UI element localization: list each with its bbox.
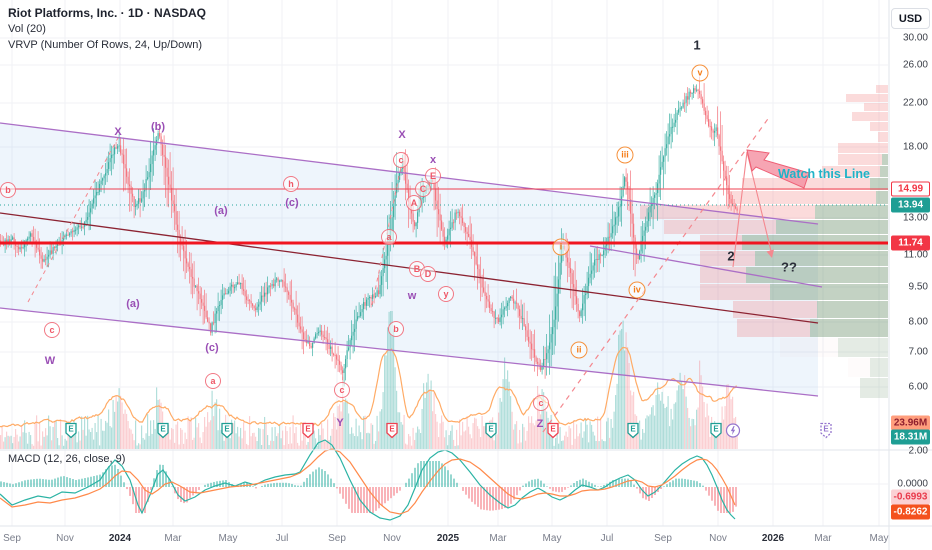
time-tick-label: 2024 [108, 533, 132, 544]
price-badge: 13.94 [891, 197, 930, 213]
price-badge: -0.6993 [891, 489, 930, 505]
price-tick-label: 2.00 [908, 445, 928, 457]
time-tick-label: Sep [654, 533, 672, 544]
time-tick-label: Sep [328, 533, 346, 544]
price-badge: 11.74 [891, 235, 930, 251]
price-tick-label: 6.00 [908, 381, 928, 393]
trend-channel-fill[interactable] [0, 123, 818, 396]
price-tick-label: 11.00 [903, 249, 928, 261]
price-badge: 18.31M [891, 429, 930, 445]
price-axis[interactable]: 30.00 26.00 22.00 18.00 13.00 11.00 9.50 8.00 7.… [890, 0, 932, 526]
currency-button[interactable]: USD [891, 8, 930, 29]
price-tick-label: 18.00 [902, 141, 928, 153]
time-tick-label: Jul [275, 533, 289, 544]
time-tick-label: Jul [600, 533, 614, 544]
time-axis[interactable]: Sep Nov 2024 Mar May Jul Sep Nov 2025 Mar May Jul Se… [0, 527, 932, 550]
price-tick-label: 22.00 [902, 97, 928, 109]
macd-histogram [0, 461, 737, 513]
price-badge: -0.8262 [891, 504, 930, 520]
price-badge: 23.96M [891, 415, 930, 431]
price-tick-label: 13.00 [902, 212, 928, 224]
symbol-title[interactable]: Riot Platforms, Inc. · 1D · NASDAQ [8, 6, 207, 20]
indicator-vrvp[interactable]: VRVP (Number Of Rows, 24, Up/Down) [8, 39, 202, 51]
time-tick-label: May [542, 533, 562, 544]
macd-signal-line [0, 448, 736, 515]
price-tick-label: 30.00 [902, 32, 928, 44]
time-tick-label: 2025 [436, 533, 460, 544]
macd-line [0, 439, 736, 521]
indicator-volume[interactable]: Vol (20) [8, 23, 46, 35]
price-tick-label: 8.00 [908, 316, 928, 328]
legend: Riot Platforms, Inc. · 1D · NASDAQ Vol (… [8, 5, 206, 53]
price-badge: 14.99 [891, 181, 930, 197]
time-tick-label: Mar [814, 533, 832, 544]
time-tick-label: Sep [3, 533, 21, 544]
price-tick-label: 9.50 [908, 281, 928, 293]
time-tick-label: Mar [489, 533, 507, 544]
time-tick-label: 2026 [761, 533, 785, 544]
time-tick-label: Nov [383, 533, 401, 544]
time-tick-label: Mar [164, 533, 182, 544]
watch-line-arrow[interactable] [746, 149, 810, 189]
projection-arrowhead [766, 249, 774, 258]
time-tick-label: May [218, 533, 238, 544]
time-tick-label: May [869, 533, 889, 544]
candlestick-series [0, 76, 738, 387]
price-tick-label: 26.00 [902, 59, 928, 71]
time-tick-label: Nov [56, 533, 74, 544]
indicator-macd[interactable]: MACD (12, 26, close, 9) [8, 453, 126, 465]
price-tick-label: 0.0000 [897, 478, 928, 490]
time-tick-label: Nov [709, 533, 727, 544]
price-tick-label: 7.00 [908, 346, 928, 358]
volume-ma-line [0, 346, 737, 428]
